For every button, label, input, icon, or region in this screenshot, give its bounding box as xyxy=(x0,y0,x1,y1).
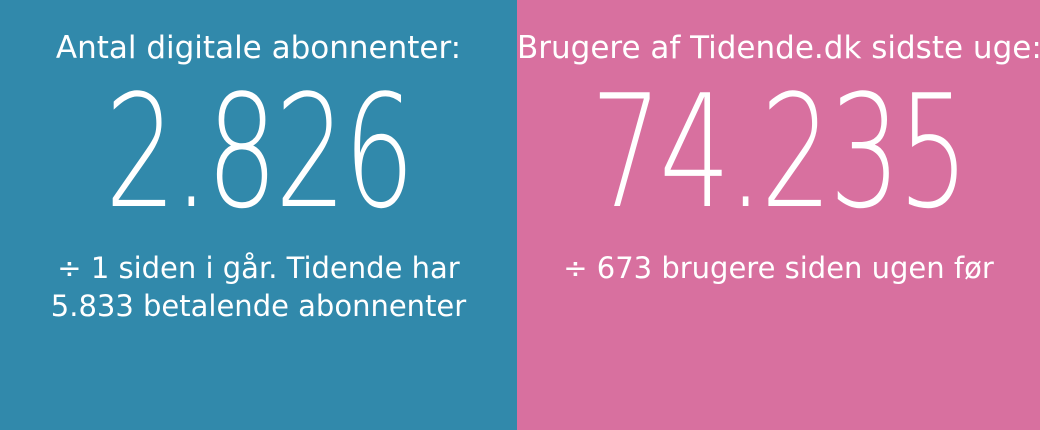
weekly-users-change-text: ÷ 673 brugere siden ugen før xyxy=(563,251,994,285)
subscribers-label: Antal digitale abonnenter: xyxy=(55,30,462,66)
subscribers-panel: Antal digitale abonnenter: 2.826 ÷ 1 sid… xyxy=(0,0,517,430)
subscribers-count: 2.826 xyxy=(104,61,415,243)
weekly-users-count: 74.235 xyxy=(590,61,970,243)
subscribers-change-text: ÷ 1 siden i går. Tidende har xyxy=(57,251,460,285)
paying-subscribers-text: 5.833 betalende abonnenter xyxy=(50,289,467,323)
weekly-users-panel: Brugere af Tidende.dk sidste uge: 74.235… xyxy=(517,0,1040,430)
weekly-users-label: Brugere af Tidende.dk sidste uge: xyxy=(517,30,1040,66)
